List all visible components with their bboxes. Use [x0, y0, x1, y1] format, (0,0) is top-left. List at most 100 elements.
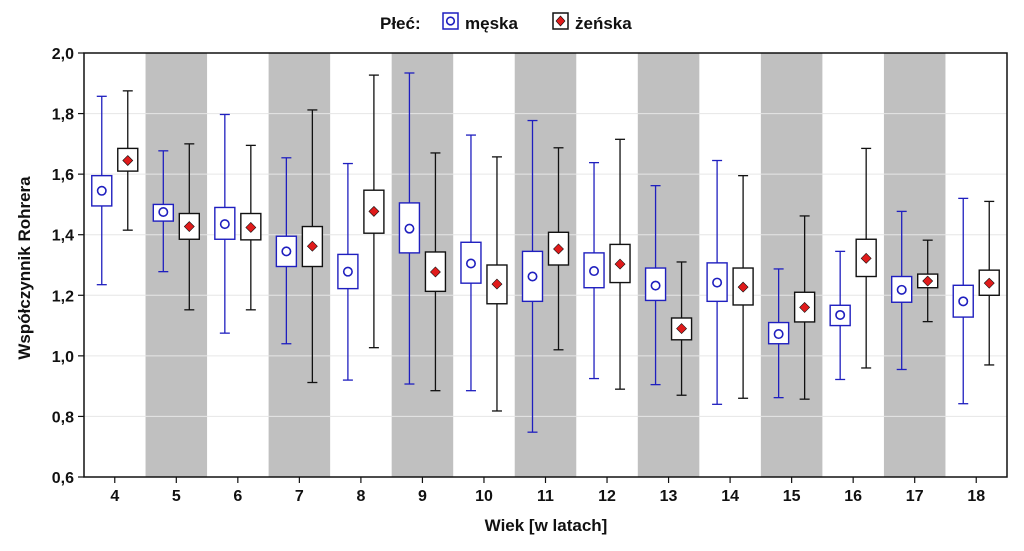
mean-marker-circle [650, 280, 661, 291]
legend-title: Płeć: [380, 14, 421, 33]
mean-marker-diamond [183, 221, 195, 232]
y-tick-label: 1,8 [52, 107, 74, 124]
mean-marker-circle [835, 309, 846, 320]
y-axis: 0,6 0,8 1,0 1,2 1,4 1,6 1,8 2,0 [52, 46, 84, 487]
box-male-5 [152, 150, 175, 273]
mean-marker-circle [958, 296, 969, 307]
mean-marker-circle [712, 277, 723, 288]
box-male-17 [891, 210, 913, 371]
box-female-13 [670, 261, 693, 396]
box-male-9 [398, 72, 421, 385]
x-axis-label: Wiek [w latach] [485, 516, 608, 535]
mean-marker-circle [896, 284, 907, 295]
x-tick-label: 15 [783, 488, 801, 505]
box-male-11 [521, 119, 544, 433]
y-tick-label: 2,0 [52, 46, 74, 63]
mean-marker-circle [404, 223, 415, 234]
box-male-10 [460, 134, 482, 392]
box-male-15 [767, 268, 790, 399]
mean-marker-diamond [737, 281, 749, 293]
box-female-16 [855, 147, 877, 369]
box-male-4 [91, 95, 113, 286]
mean-marker-diamond [245, 222, 257, 233]
box-female-17 [917, 239, 939, 323]
x-tick-label: 12 [598, 488, 616, 505]
box-female-10 [486, 156, 508, 412]
mean-marker-circle [281, 246, 292, 257]
mean-marker-diamond [983, 277, 995, 289]
x-tick-label: 9 [418, 488, 427, 505]
box-female-4 [117, 90, 139, 231]
legend-label-female: żeńska [575, 14, 632, 33]
box-male-18 [952, 197, 974, 405]
box-female-8 [363, 74, 385, 349]
y-tick-label: 1,6 [52, 167, 74, 184]
box-female-9 [424, 152, 447, 392]
box-series [91, 72, 1000, 433]
grid-lines [84, 113, 1007, 417]
box-male-16 [829, 250, 851, 381]
y-axis-label: Współczynnik Rohrera [15, 176, 34, 360]
box-female-11 [547, 147, 570, 351]
x-tick-label: 17 [906, 488, 924, 505]
x-tick-label: 14 [721, 488, 739, 505]
box-female-18 [978, 200, 1000, 366]
mean-marker-diamond [614, 258, 626, 270]
shaded-band-5 [145, 53, 208, 477]
x-tick-label: 10 [475, 488, 493, 505]
legend: Płeć: męska żeńska [380, 12, 632, 33]
mean-marker-diamond [799, 301, 811, 313]
mean-marker-diamond [306, 240, 318, 252]
mean-marker-diamond [368, 205, 380, 217]
mean-marker-circle [342, 266, 353, 277]
mean-marker-diamond [553, 243, 564, 255]
box-female-5 [178, 143, 201, 311]
x-tick-label: 16 [844, 488, 862, 505]
mean-marker-circle [158, 207, 169, 218]
mean-marker-circle [527, 271, 538, 282]
shaded-band-13 [637, 53, 700, 477]
mean-marker-circle [589, 266, 600, 277]
x-axis: 4 5 6 7 8 9 10 11 12 13 14 15 16 17 18 [110, 477, 985, 505]
mean-marker-diamond [860, 252, 872, 264]
box-male-13 [644, 185, 667, 386]
x-tick-label: 11 [537, 488, 554, 505]
mean-marker-diamond [122, 155, 134, 166]
x-tick-label: 18 [967, 488, 985, 505]
y-tick-label: 1,0 [52, 349, 74, 366]
mean-marker-circle [465, 258, 476, 269]
mean-marker-diamond [676, 323, 687, 335]
box-female-15 [793, 215, 816, 400]
x-tick-label: 13 [660, 488, 678, 505]
shaded-band-17 [883, 53, 946, 477]
x-tick-label: 8 [356, 488, 365, 505]
x-tick-label: 4 [110, 488, 119, 505]
box-male-7 [275, 157, 298, 345]
mean-marker-circle [219, 219, 230, 230]
legend-marker-diamond [555, 15, 566, 27]
box-female-6 [240, 144, 262, 311]
mean-marker-diamond [491, 278, 503, 290]
y-tick-label: 0,8 [52, 409, 74, 426]
box-male-8 [337, 162, 359, 381]
y-tick-label: 0,6 [52, 470, 74, 487]
box-female-14 [732, 175, 754, 399]
x-tick-label: 7 [295, 488, 304, 505]
shaded-band-15 [760, 53, 823, 477]
mean-marker-diamond [430, 266, 441, 278]
y-tick-label: 1,4 [52, 228, 74, 245]
box-male-14 [706, 159, 728, 405]
legend-marker-circle [445, 16, 456, 26]
legend-entry-female: żeńska [552, 12, 632, 33]
mean-marker-diamond [922, 275, 934, 287]
x-tick-label: 6 [233, 488, 242, 505]
x-tick-label: 5 [172, 488, 181, 505]
mean-marker-circle [96, 185, 107, 196]
legend-entry-male: męska [442, 12, 518, 33]
box-male-6 [214, 113, 236, 334]
mean-marker-circle [773, 329, 784, 340]
box-female-7 [301, 109, 324, 384]
legend-label-male: męska [465, 14, 518, 33]
box-female-12 [609, 138, 631, 390]
